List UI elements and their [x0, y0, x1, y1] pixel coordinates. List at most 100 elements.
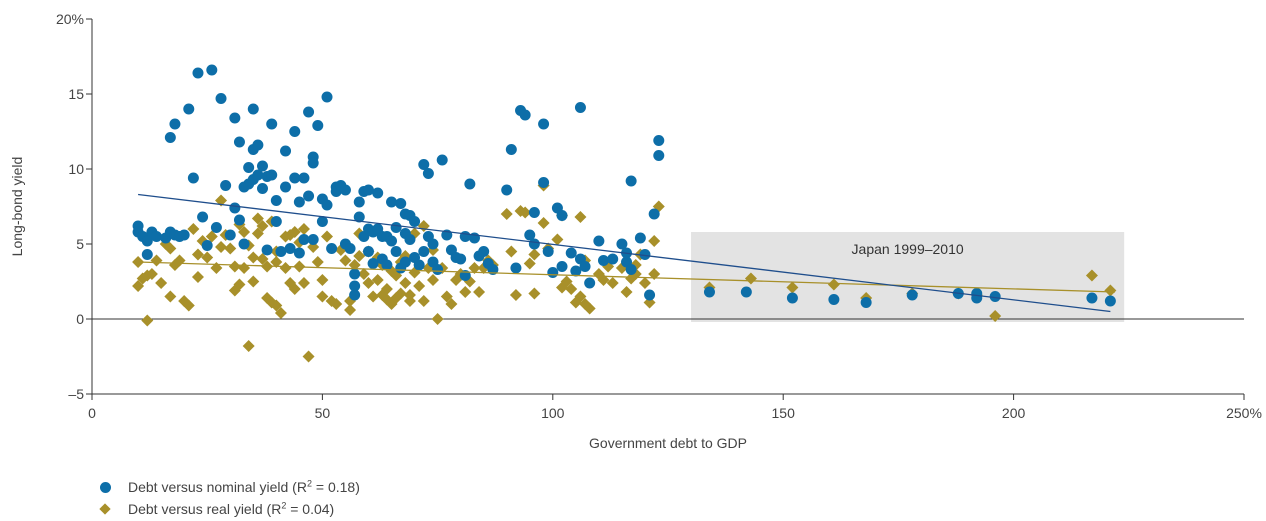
real-yield-point — [500, 208, 513, 220]
real-yield-point — [528, 287, 541, 300]
real-yield-point — [574, 290, 587, 303]
real-yield-point — [311, 256, 324, 268]
real-yield-point — [367, 290, 380, 303]
nominal-yield-point — [390, 222, 402, 233]
nominal-yield-point — [247, 103, 259, 115]
nominal-yield-point — [349, 289, 361, 301]
x-tick-label: 200 — [1002, 405, 1026, 421]
nominal-yield-point — [289, 126, 301, 137]
real-yield-point — [1104, 284, 1117, 297]
nominal-yield-point — [653, 150, 665, 161]
real-yield-point — [606, 277, 619, 289]
nominal-yield-point — [270, 195, 282, 206]
nominal-yield-point — [307, 234, 319, 245]
nominal-yield-point — [229, 112, 241, 124]
nominal-yield-point — [275, 246, 287, 257]
nominal-yield-point — [828, 294, 840, 305]
real-yield-point — [786, 281, 799, 294]
nominal-yield-point — [989, 291, 1001, 302]
nominal-yield-point — [233, 214, 245, 226]
nominal-yield-point — [206, 64, 218, 76]
real-yield-point — [440, 290, 453, 303]
nominal-yield-point — [261, 244, 273, 256]
real-yield-point — [431, 313, 444, 325]
real-yield-point — [297, 277, 310, 289]
nominal-yield-point — [542, 246, 554, 257]
nominal-yield-point — [353, 211, 365, 223]
real-yield-point — [648, 235, 661, 247]
real-yield-point — [537, 217, 550, 229]
real-yield-point — [233, 278, 246, 291]
x-tick-label: 150 — [772, 405, 796, 421]
real-yield-point — [238, 262, 251, 274]
real-yield-point — [316, 274, 329, 286]
real-yield-point — [380, 283, 393, 295]
real-yield-point — [989, 310, 1002, 322]
real-yield-point — [473, 286, 486, 298]
nominal-yield-point — [362, 246, 374, 257]
nominal-yield-point — [303, 106, 315, 118]
real-yield-point — [362, 277, 375, 289]
real-yield-point — [509, 289, 522, 301]
real-yield-point — [251, 212, 264, 225]
nominal-yield-point — [349, 268, 361, 280]
real-yield-point — [417, 295, 430, 307]
real-yield-point — [413, 280, 426, 292]
nominal-yield-point — [409, 216, 421, 227]
nominal-yield-point — [634, 232, 646, 244]
real-yield-point — [321, 230, 334, 243]
real-yield-point — [297, 223, 310, 235]
nominal-yield-point — [298, 172, 310, 184]
nominal-yield-point — [413, 259, 425, 271]
nominal-yield-point — [639, 249, 651, 260]
nominal-yield-point — [289, 172, 301, 184]
real-yield-point — [505, 245, 518, 258]
nominal-yield-point — [616, 238, 628, 250]
real-yield-point — [132, 280, 145, 292]
nominal-yield-point — [538, 118, 550, 130]
nominal-yield-point — [556, 210, 568, 221]
nominal-yield-point — [201, 240, 213, 251]
nominal-yield-point — [597, 255, 609, 266]
nominal-yield-point — [220, 180, 232, 191]
real-yield-point — [145, 268, 158, 280]
nominal-yield-point — [252, 169, 264, 181]
nominal-yield-point — [187, 172, 199, 184]
real-yield-point — [371, 274, 384, 286]
x-axis-title: Government debt to GDP — [589, 435, 747, 451]
nominal-yield-point — [519, 109, 531, 121]
y-tick-label: –5 — [68, 386, 84, 402]
real-yield-point — [353, 250, 366, 262]
real-yield-point — [426, 274, 439, 286]
nominal-yield-point — [280, 145, 292, 157]
nominal-yield-point — [505, 144, 517, 155]
nominal-yield-point — [298, 234, 310, 245]
real-yield-point — [528, 248, 541, 261]
real-yield-point — [519, 206, 532, 219]
real-yield-point — [638, 277, 651, 289]
nominal-yield-point — [1104, 295, 1116, 307]
real-yield-point — [468, 262, 481, 274]
nominal-yield-point — [644, 289, 656, 301]
real-yield-point — [228, 260, 241, 273]
nominal-yield-point — [740, 286, 752, 298]
nominal-yield-point — [404, 234, 416, 245]
legend-item-nominal: Debt versus nominal yield (R2 = 0.18) — [96, 476, 360, 498]
real-yield-point — [256, 220, 269, 232]
nominal-yield-point — [524, 229, 536, 241]
nominal-yield-point — [316, 216, 328, 227]
nominal-yield-point — [192, 67, 204, 79]
nominal-yield-point — [906, 289, 918, 301]
nominal-yield-point — [422, 168, 434, 179]
y-tick-label: 5 — [76, 236, 84, 252]
nominal-yield-point — [432, 264, 444, 275]
nominal-yield-point — [547, 267, 559, 278]
real-yield-point — [164, 242, 177, 255]
legend-label-real: Debt versus real yield (R2 = 0.04) — [128, 500, 335, 517]
nominal-yield-point — [593, 235, 605, 247]
nominal-yield-point — [233, 136, 245, 148]
real-yield-point — [187, 223, 200, 235]
real-yield-point — [330, 298, 343, 310]
nominal-yield-point — [625, 175, 637, 187]
